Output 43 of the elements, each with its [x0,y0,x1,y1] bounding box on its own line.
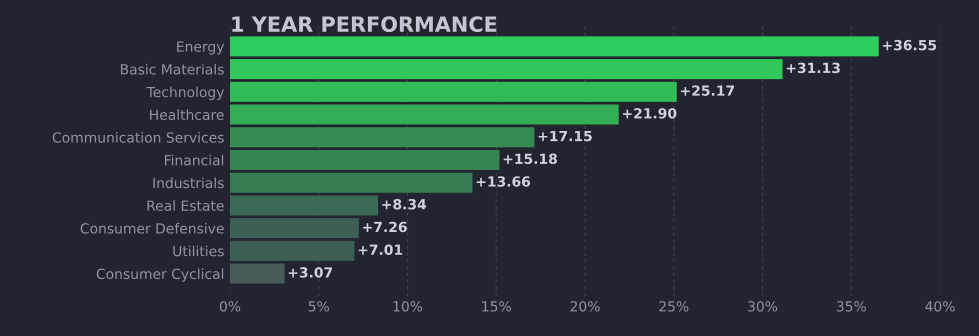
bar [230,104,619,125]
bar [230,240,354,261]
bar [230,150,500,170]
x-tick-label: 0% [220,301,240,312]
y-tick-label: Consumer Cyclical [96,268,224,282]
y-tick-label: Healthcare [150,109,224,120]
bar [230,218,359,238]
x-tick-label: 20% [570,301,600,312]
data-label: +3.07 [288,267,332,278]
data-label: +7.26 [363,222,407,232]
data-label: +21.90 [622,108,676,119]
data-label: +15.18 [504,154,557,164]
y-tick-label: Industrials [153,177,224,188]
y-tick-label: Real Estate [147,200,224,211]
x-tick-label: 25% [659,301,688,312]
bar [230,264,284,284]
data-label: +7.01 [358,244,402,255]
x-tick-label: 5% [308,301,329,312]
data-label: +8.34 [382,198,426,210]
y-tick-label: Communication Services [52,132,224,143]
data-label: +36.55 [883,40,936,50]
y-tick-label: Energy [177,42,224,55]
data-label: +25.17 [681,85,734,96]
x-tick-label: 15% [482,301,511,312]
y-tick-label: Utilities [173,246,224,256]
bar [230,195,378,216]
x-tick-label: 40% [925,301,955,312]
bar [230,82,677,102]
chart-title: 1 YEAR PERFORMANCE [232,16,496,32]
bar [230,36,879,56]
y-tick-label: Consumer Defensive [80,222,224,234]
bar [230,172,472,193]
x-tick-label: 35% [836,301,866,312]
y-tick-label: Basic Materials [120,64,224,75]
data-label: +17.15 [538,130,592,142]
bar [230,59,783,80]
data-label: +13.66 [476,176,530,187]
data-label: +31.13 [786,62,840,74]
x-tick-label: 10% [394,301,422,312]
x-tick-label: 30% [748,301,778,312]
bar [230,127,534,148]
y-tick-label: Technology [146,86,224,100]
y-tick-label: Financial [164,154,224,166]
